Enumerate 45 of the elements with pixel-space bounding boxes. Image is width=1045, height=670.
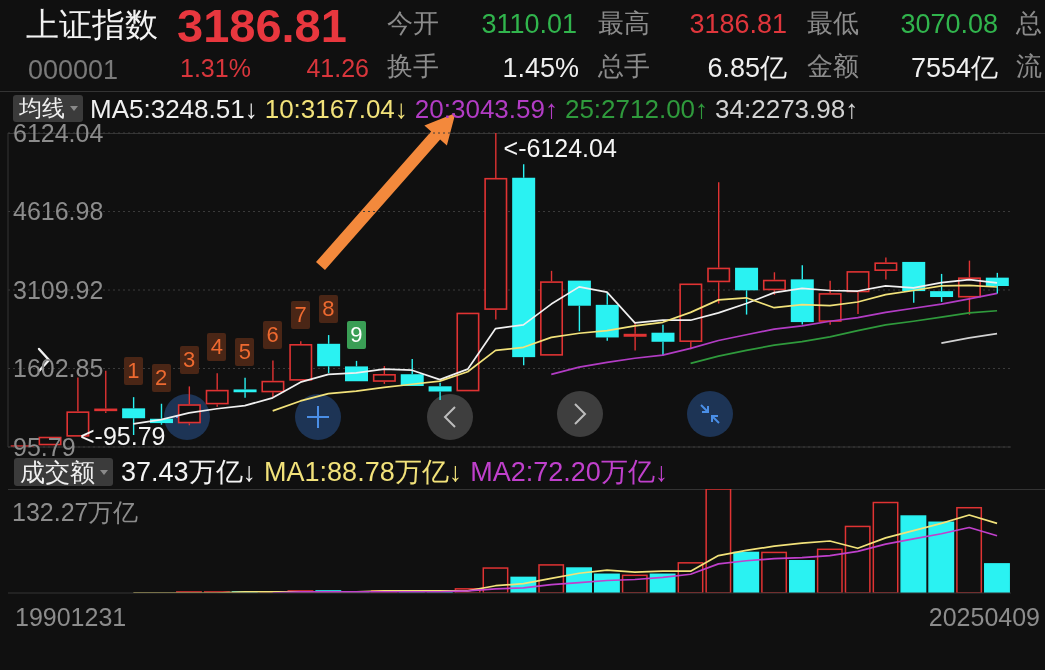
text: MA2:72.20万亿↓ xyxy=(470,456,669,487)
annotation: 8 xyxy=(322,296,335,322)
annotation: 2 xyxy=(155,364,168,390)
text: 流 xyxy=(1016,51,1042,81)
chart-title: 上证指数 xyxy=(26,6,158,43)
annotation: 6 xyxy=(266,321,279,347)
legend-title: 均线 xyxy=(19,95,65,121)
annotation: 7 xyxy=(294,302,307,328)
legend-title: 成交额 xyxy=(20,457,95,486)
text: 总手 xyxy=(598,51,650,81)
text: 000001 xyxy=(28,55,119,85)
text: 7554亿 xyxy=(910,53,998,83)
text: 37.43万亿↓ xyxy=(121,456,257,487)
y-tick-label: 4616.98 xyxy=(13,197,104,226)
annotation: 4 xyxy=(210,334,224,360)
text: 1.31% xyxy=(180,54,251,82)
text: 20250409 xyxy=(928,603,1040,631)
annotation: <-6124.04 xyxy=(503,134,617,162)
text: 3186.81 xyxy=(177,0,347,52)
text: 3110.01 xyxy=(481,9,577,39)
text: 1.45% xyxy=(502,53,579,83)
y-tick-label: 1602.85 xyxy=(13,354,104,383)
text: 总 xyxy=(1016,8,1042,38)
text: 19901231 xyxy=(15,603,127,631)
text: 最低 xyxy=(807,8,859,38)
annotation: 1 xyxy=(127,358,140,384)
annotation: 132.27万亿 xyxy=(12,498,139,526)
text: 3070.08 xyxy=(900,9,998,39)
text: 换手 xyxy=(387,51,439,81)
annotation: 5 xyxy=(238,338,251,364)
annotation: <-95.79 xyxy=(80,421,166,450)
annotation: 9 xyxy=(350,321,363,347)
text: 10:3167.04↓ xyxy=(264,93,408,124)
annotation: 3 xyxy=(182,347,196,373)
y-tick-label: 3109.92 xyxy=(13,275,104,304)
text: 3186.81 xyxy=(689,9,787,39)
text: 25:2712.00↑ xyxy=(564,93,709,124)
text: MA1:88.78万亿↓ xyxy=(264,456,463,487)
text: 41.26 xyxy=(306,54,369,82)
text: 20:3043.59↑ xyxy=(414,93,558,124)
text: 最高 xyxy=(598,8,650,38)
text: 6.85亿 xyxy=(707,53,787,83)
text: 金额 xyxy=(807,51,859,81)
text: 34:2273.98↑ xyxy=(715,93,859,124)
text: 今开 xyxy=(387,8,439,38)
